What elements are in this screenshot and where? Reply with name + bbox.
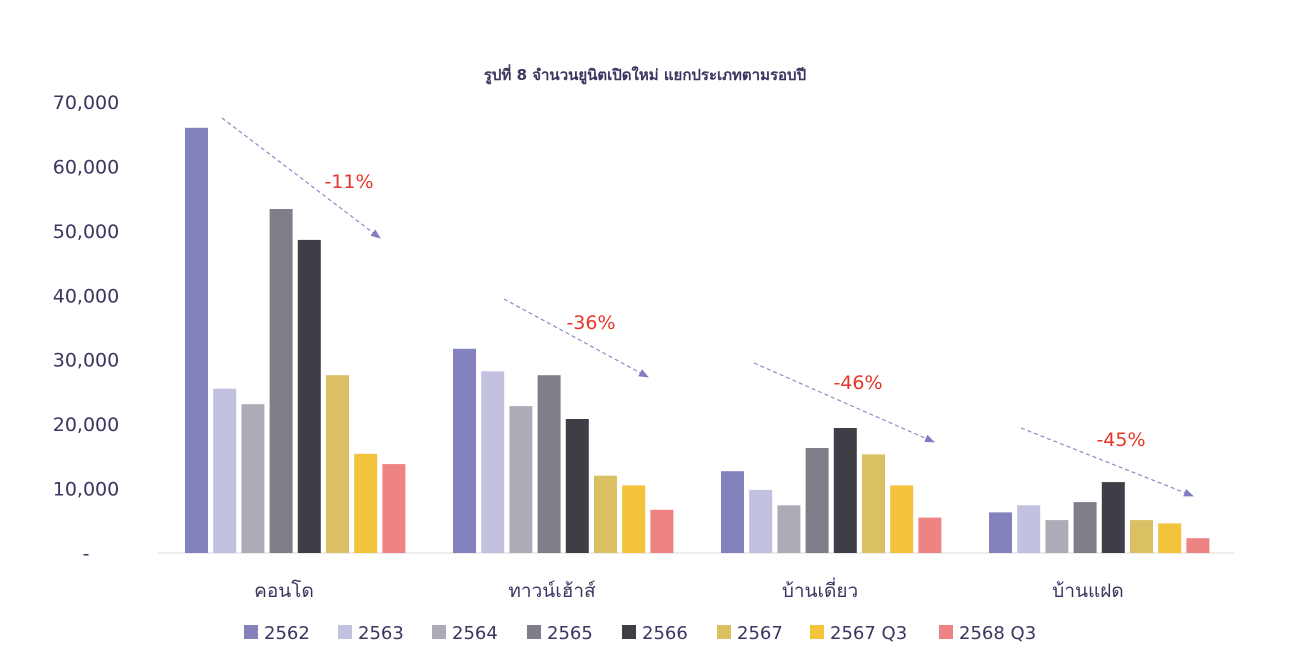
legend-swatch	[622, 625, 636, 639]
legend-swatch	[939, 625, 953, 639]
y-tick-label: 30,000	[53, 350, 119, 372]
x-tick-label: บ้านเดี่ยว	[782, 577, 858, 602]
legend-swatch	[338, 625, 352, 639]
trend-arrow	[503, 298, 649, 378]
legend-item: 2564	[432, 623, 498, 644]
bar	[777, 505, 801, 553]
bar	[749, 489, 773, 553]
y-tick-label: 20,000	[53, 414, 119, 436]
legend-swatch	[527, 625, 541, 639]
y-tick-label: -	[83, 543, 90, 565]
legend-swatch	[717, 625, 731, 639]
bar	[650, 509, 674, 553]
legend-label: 2567 Q3	[830, 623, 907, 644]
legend-item: 2563	[338, 623, 404, 644]
y-tick-label: 50,000	[53, 221, 119, 243]
bar	[509, 406, 533, 553]
legend-item: 2568 Q3	[939, 623, 1036, 644]
bar	[185, 127, 208, 554]
bar	[1073, 502, 1097, 553]
bar	[890, 485, 914, 553]
legend-label: 2565	[547, 623, 593, 644]
legend-swatch	[244, 625, 258, 639]
bar	[622, 485, 646, 553]
percent-change-label: -11%	[324, 171, 373, 193]
bar	[213, 388, 237, 553]
bar	[805, 448, 829, 553]
bar	[1186, 538, 1210, 553]
legend-swatch	[432, 625, 446, 639]
bar	[918, 517, 942, 553]
bars	[185, 127, 1210, 554]
legend-item: 2566	[622, 623, 688, 644]
legend-item: 2567	[717, 623, 783, 644]
legend-label: 2564	[452, 623, 498, 644]
bar	[1130, 520, 1153, 553]
bar	[382, 464, 406, 553]
bar	[241, 404, 265, 553]
bar	[565, 419, 589, 553]
annotations: -11% -36% -46% -45%	[221, 117, 1194, 497]
legend-swatch	[810, 625, 824, 639]
bar	[269, 209, 293, 553]
legend-label: 2563	[358, 623, 404, 644]
bar	[594, 475, 617, 553]
bar	[326, 375, 349, 553]
percent-change-label: -36%	[566, 312, 615, 334]
bar	[1045, 520, 1069, 553]
bar	[537, 375, 561, 553]
legend-label: 2566	[642, 623, 688, 644]
bar	[1101, 482, 1125, 553]
bar	[354, 453, 378, 553]
legend-item: 2567 Q3	[810, 623, 907, 644]
trend-arrow	[221, 117, 381, 239]
bar	[833, 428, 857, 553]
trend-arrow	[1020, 427, 1194, 497]
legend-label: 2567	[737, 623, 783, 644]
trend-arrow	[753, 362, 935, 443]
y-tick-label: 40,000	[53, 285, 119, 307]
x-tick-label: บ้านแฝด	[1052, 580, 1123, 602]
legend: 2562 2563 2564 2565 2566 2567 2567 Q3 2568 Q3	[244, 623, 1036, 644]
legend-label: 2562	[264, 623, 310, 644]
chart-title: รูปที่ 8 จำนวนยูนิตเปิดใหม่ แยกประเภทตาม…	[484, 64, 806, 85]
x-tick-label: ทาวน์เฮ้าส์	[508, 580, 596, 602]
bar	[862, 454, 885, 553]
legend-item: 2565	[527, 623, 593, 644]
bar	[453, 348, 476, 553]
y-axis: - 10,000 20,000 30,000 40,000 50,000 60,000 70,…	[53, 92, 119, 565]
bar	[721, 471, 744, 553]
bar	[1158, 523, 1182, 553]
x-tick-label: คอนโด	[254, 579, 314, 602]
x-axis: คอนโด ทาวน์เฮ้าส์ บ้านเดี่ยว บ้านแฝด	[254, 577, 1124, 602]
percent-change-label: -45%	[1096, 429, 1145, 451]
y-tick-label: 70,000	[53, 92, 119, 114]
y-tick-label: 10,000	[53, 479, 119, 501]
bar	[481, 371, 505, 553]
y-tick-label: 60,000	[53, 156, 119, 178]
bar	[297, 239, 321, 553]
bar	[1017, 505, 1041, 553]
bar	[989, 512, 1012, 553]
percent-change-label: -46%	[833, 372, 882, 394]
legend-label: 2568 Q3	[959, 623, 1036, 644]
legend-item: 2562	[244, 623, 310, 644]
